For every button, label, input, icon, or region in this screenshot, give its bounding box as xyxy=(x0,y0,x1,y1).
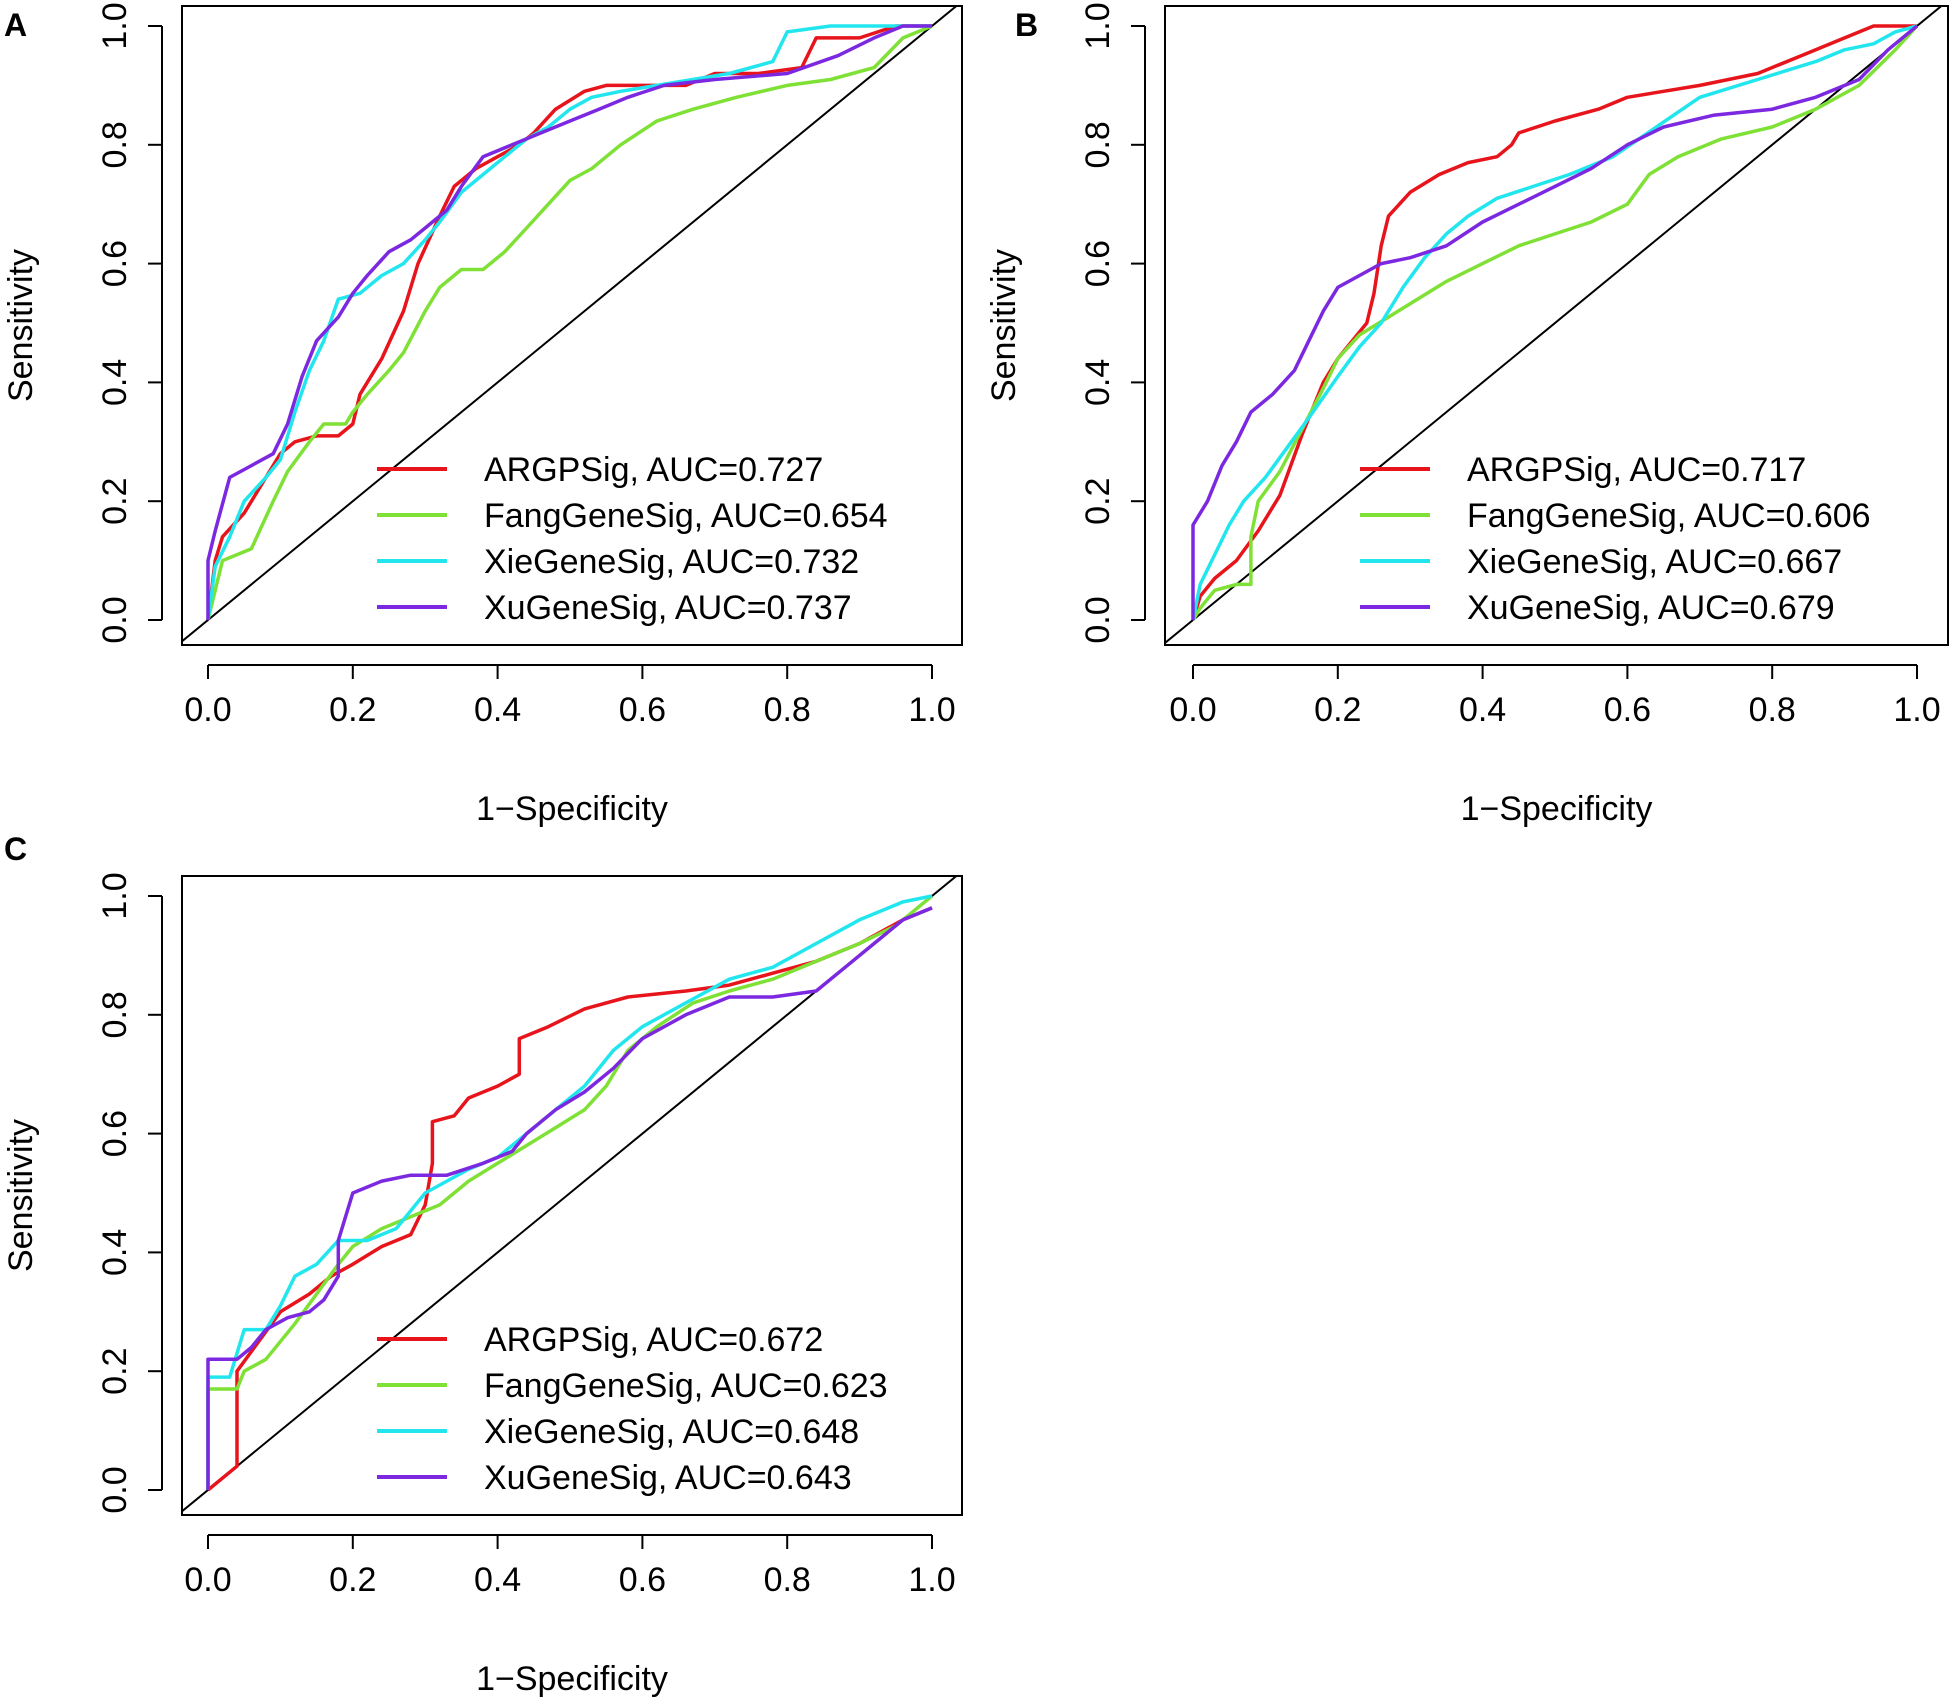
panel-a-x-tick-label: 1.0 xyxy=(908,691,955,729)
panel-b-legend-label-xiegenesig: XieGeneSig, AUC=0.667 xyxy=(1467,543,1842,581)
panel-a-x-tick-label: 0.4 xyxy=(474,691,521,729)
panel-b-x-tick-label: 0.4 xyxy=(1459,691,1506,729)
panel-b-y-tick-label: 0.6 xyxy=(1079,240,1117,287)
panel-b-x-tick-label: 0.6 xyxy=(1604,691,1651,729)
panel-a-y-tick-label: 0.4 xyxy=(96,359,134,406)
panel-c-letter: C xyxy=(4,831,27,867)
panel-a-y-tick-label: 0.6 xyxy=(96,240,134,287)
panel-b-y-axis-title: Sensitivity xyxy=(985,249,1023,402)
panel-a-legend-label-xugenesig: XuGeneSig, AUC=0.737 xyxy=(484,589,852,627)
panel-c-series-argpsig xyxy=(206,906,933,1492)
panel-b-series-fanggenesig xyxy=(1191,24,1919,621)
panel-c-plot-frame xyxy=(181,875,963,1516)
panel-b-series-xiegenesig xyxy=(1191,24,1918,621)
panel-a-y-axis-title: Sensitivity xyxy=(2,249,40,402)
panel-a-reference-diagonal xyxy=(182,6,958,643)
panel-c-x-tick-label: 0.6 xyxy=(619,1561,666,1599)
panel-b-series-xugenesig xyxy=(1191,24,1919,620)
panel-c-y-tick-label: 0.2 xyxy=(96,1348,134,1395)
panel-c-x-tick-label: 0.2 xyxy=(329,1561,376,1599)
panel-c-x-tick-label: 0.4 xyxy=(474,1561,521,1599)
panel-b-x-axis-title: 1−Specificity xyxy=(1461,790,1653,828)
panel-c-y-tick-label: 1.0 xyxy=(96,872,134,919)
panel-c-y-tick-label: 0.6 xyxy=(96,1110,134,1157)
panel-b: B 0.0 0.2 0.4 0.6 0.8 1.0 0.0 0.2 0.4 0.6 0.8 1.0 1−S… xyxy=(985,2,1949,828)
panel-b-x-tick-label: 0.2 xyxy=(1314,691,1361,729)
panel-b-letter: B xyxy=(1015,7,1038,43)
panel-c-legend-label-xiegenesig: XieGeneSig, AUC=0.648 xyxy=(484,1413,859,1451)
panel-a-legend: ARGPSig, AUC=0.727 FangGeneSig, AUC=0.654… xyxy=(377,451,888,627)
panel-b-legend-label-xugenesig: XuGeneSig, AUC=0.679 xyxy=(1467,589,1835,627)
panel-c-series-xugenesig xyxy=(206,906,933,1490)
panel-b-x-tick-label: 1.0 xyxy=(1893,691,1940,729)
panel-b-plot-frame xyxy=(1164,5,1949,646)
panel-c-legend: ARGPSig, AUC=0.672 FangGeneSig, AUC=0.623… xyxy=(377,1321,888,1497)
panel-a-series-fanggenesig xyxy=(206,24,933,621)
panel-a-x-tick-label: 0.6 xyxy=(619,691,666,729)
panel-b-y-tick-label: 0.2 xyxy=(1079,478,1117,525)
panel-a-legend-label-fanggenesig: FangGeneSig, AUC=0.654 xyxy=(484,497,888,535)
panel-c-y-tick-label: 0.8 xyxy=(96,991,134,1038)
panel-b-y-tick-label: 0.0 xyxy=(1079,596,1117,643)
panel-a-x-tick-label: 0.2 xyxy=(329,691,376,729)
panel-a: A 0.0 0.2 0.4 0.6 0.8 1.0 0.0 0.2 0.4 0.6 0.8 1.0 1−S… xyxy=(2,2,963,828)
panel-b-series-argpsig xyxy=(1191,24,1917,621)
panel-b-x-tick-label: 0.0 xyxy=(1169,691,1216,729)
panel-c-series-fanggenesig xyxy=(206,894,934,1490)
panel-a-y-tick-label: 0.8 xyxy=(96,121,134,168)
panel-c-x-axis-title: 1−Specificity xyxy=(476,1660,668,1698)
panel-a-x-tick-label: 0.0 xyxy=(184,691,231,729)
panel-c-x-tick-label: 0.8 xyxy=(764,1561,811,1599)
panel-a-x-axis-title: 1−Specificity xyxy=(476,790,668,828)
panel-a-x-tick-label: 0.8 xyxy=(764,691,811,729)
panel-c-x-tick-label: 1.0 xyxy=(908,1561,955,1599)
panel-c-y-tick-label: 0.4 xyxy=(96,1229,134,1276)
panel-a-y-tick-label: 1.0 xyxy=(96,2,134,49)
panel-c-y-axis-title: Sensitivity xyxy=(2,1119,40,1272)
panel-a-letter: A xyxy=(4,7,27,43)
panel-c: C 0.0 0.2 0.4 0.6 0.8 1.0 0.0 0.2 0.4 0.6 0.8 1.0 1−S… xyxy=(2,831,963,1698)
panel-a-legend-label-argpsig: ARGPSig, AUC=0.727 xyxy=(484,451,823,489)
panel-b-y-tick-label: 0.8 xyxy=(1079,121,1117,168)
panel-c-legend-label-argpsig: ARGPSig, AUC=0.672 xyxy=(484,1321,823,1359)
panel-c-legend-label-xugenesig: XuGeneSig, AUC=0.643 xyxy=(484,1459,852,1497)
panel-b-x-tick-label: 0.8 xyxy=(1749,691,1796,729)
panel-a-plot-frame xyxy=(181,5,963,646)
panel-b-y-tick-label: 1.0 xyxy=(1079,2,1117,49)
panel-b-legend-label-argpsig: ARGPSig, AUC=0.717 xyxy=(1467,451,1806,489)
panel-a-legend-label-xiegenesig: XieGeneSig, AUC=0.732 xyxy=(484,543,859,581)
panel-b-legend-label-fanggenesig: FangGeneSig, AUC=0.606 xyxy=(1467,497,1871,535)
panel-a-series-xugenesig xyxy=(206,24,932,620)
panel-a-y-tick-label: 0.2 xyxy=(96,478,134,525)
panel-b-y-tick-label: 0.4 xyxy=(1079,359,1117,406)
panel-c-legend-label-fanggenesig: FangGeneSig, AUC=0.623 xyxy=(484,1367,888,1405)
panel-c-x-tick-label: 0.0 xyxy=(184,1561,231,1599)
panel-b-legend: ARGPSig, AUC=0.717 FangGeneSig, AUC=0.606… xyxy=(1360,451,1871,627)
panel-a-y-tick-label: 0.0 xyxy=(96,596,134,643)
panel-c-y-tick-label: 0.0 xyxy=(96,1466,134,1513)
